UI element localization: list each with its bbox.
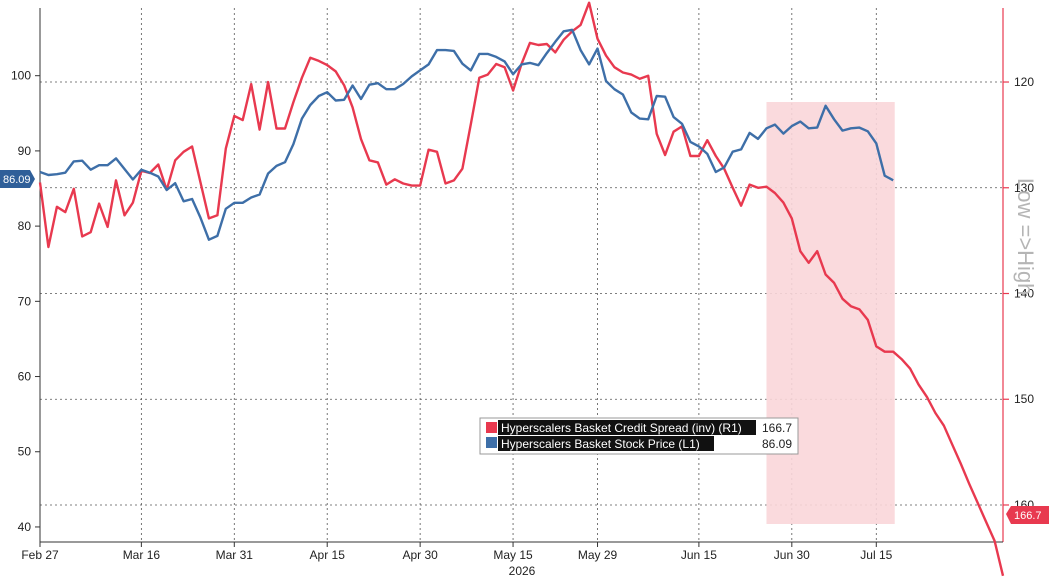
y-left-tick-label: 50 (18, 445, 32, 459)
stock-price-line (39, 28, 894, 241)
x-tick-label: Jun 30 (774, 548, 810, 562)
legend-swatch-stock-price (486, 437, 497, 448)
right-value-tag-text: 166.7 (1014, 510, 1042, 522)
value-tags: 86.09 166.7 (0, 170, 1049, 524)
y-left-tick-label: 70 (18, 294, 32, 308)
x-tick-label: Jul 15 (860, 548, 892, 562)
left-value-tag-text: 86.09 (3, 174, 31, 186)
legend-value-stock-price: 86.09 (762, 437, 792, 451)
right-value-tag (1006, 506, 1049, 524)
series-lines (38, 1, 1005, 577)
x-tick-label: Apr 30 (402, 548, 438, 562)
x-tick-label: Apr 15 (310, 548, 346, 562)
y-right-tick-label: 140 (1014, 287, 1034, 301)
x-tick-label: May 15 (493, 548, 533, 562)
y-right-tick-label: 130 (1014, 181, 1034, 195)
legend-swatch-credit-spread (486, 422, 497, 433)
y-left-tick-label: 100 (11, 69, 31, 83)
left-value-tag (0, 170, 35, 188)
legend-label-stock-price: Hyperscalers Basket Stock Price (L1) (501, 437, 700, 451)
x-tick-label: May 29 (578, 548, 618, 562)
y-left-tick-label: 90 (18, 144, 32, 158)
y-left-tick-label: 40 (18, 520, 32, 534)
y-left-tick-label: 80 (18, 219, 32, 233)
y-right-tick-label: 150 (1014, 392, 1034, 406)
legend-label-bg-stock-price (498, 436, 714, 451)
shaded-region (766, 102, 895, 524)
legend-label-bg-credit-spread (498, 420, 756, 435)
right-axis-annotation: Low =>High (1013, 178, 1038, 295)
legend-value-credit-spread: 166.7 (762, 421, 792, 435)
legend-label-credit-spread: Hyperscalers Basket Credit Spread (inv) … (501, 421, 742, 435)
y-right-tick-label: 120 (1014, 75, 1034, 89)
legend: Hyperscalers Basket Credit Spread (inv) … (479, 417, 799, 455)
y-left-tick-label: 60 (18, 370, 32, 384)
x-tick-label: Mar 16 (123, 548, 161, 562)
x-tick-label: Jun 15 (681, 548, 717, 562)
x-axis-label: 2026 (509, 564, 536, 578)
x-tick-label: Mar 31 (216, 548, 254, 562)
x-tick-label: Feb 27 (21, 548, 59, 562)
axes: Feb 27 Mar 16 Mar 31 Apr 15 Apr 30 May 15 May … (11, 8, 1034, 562)
